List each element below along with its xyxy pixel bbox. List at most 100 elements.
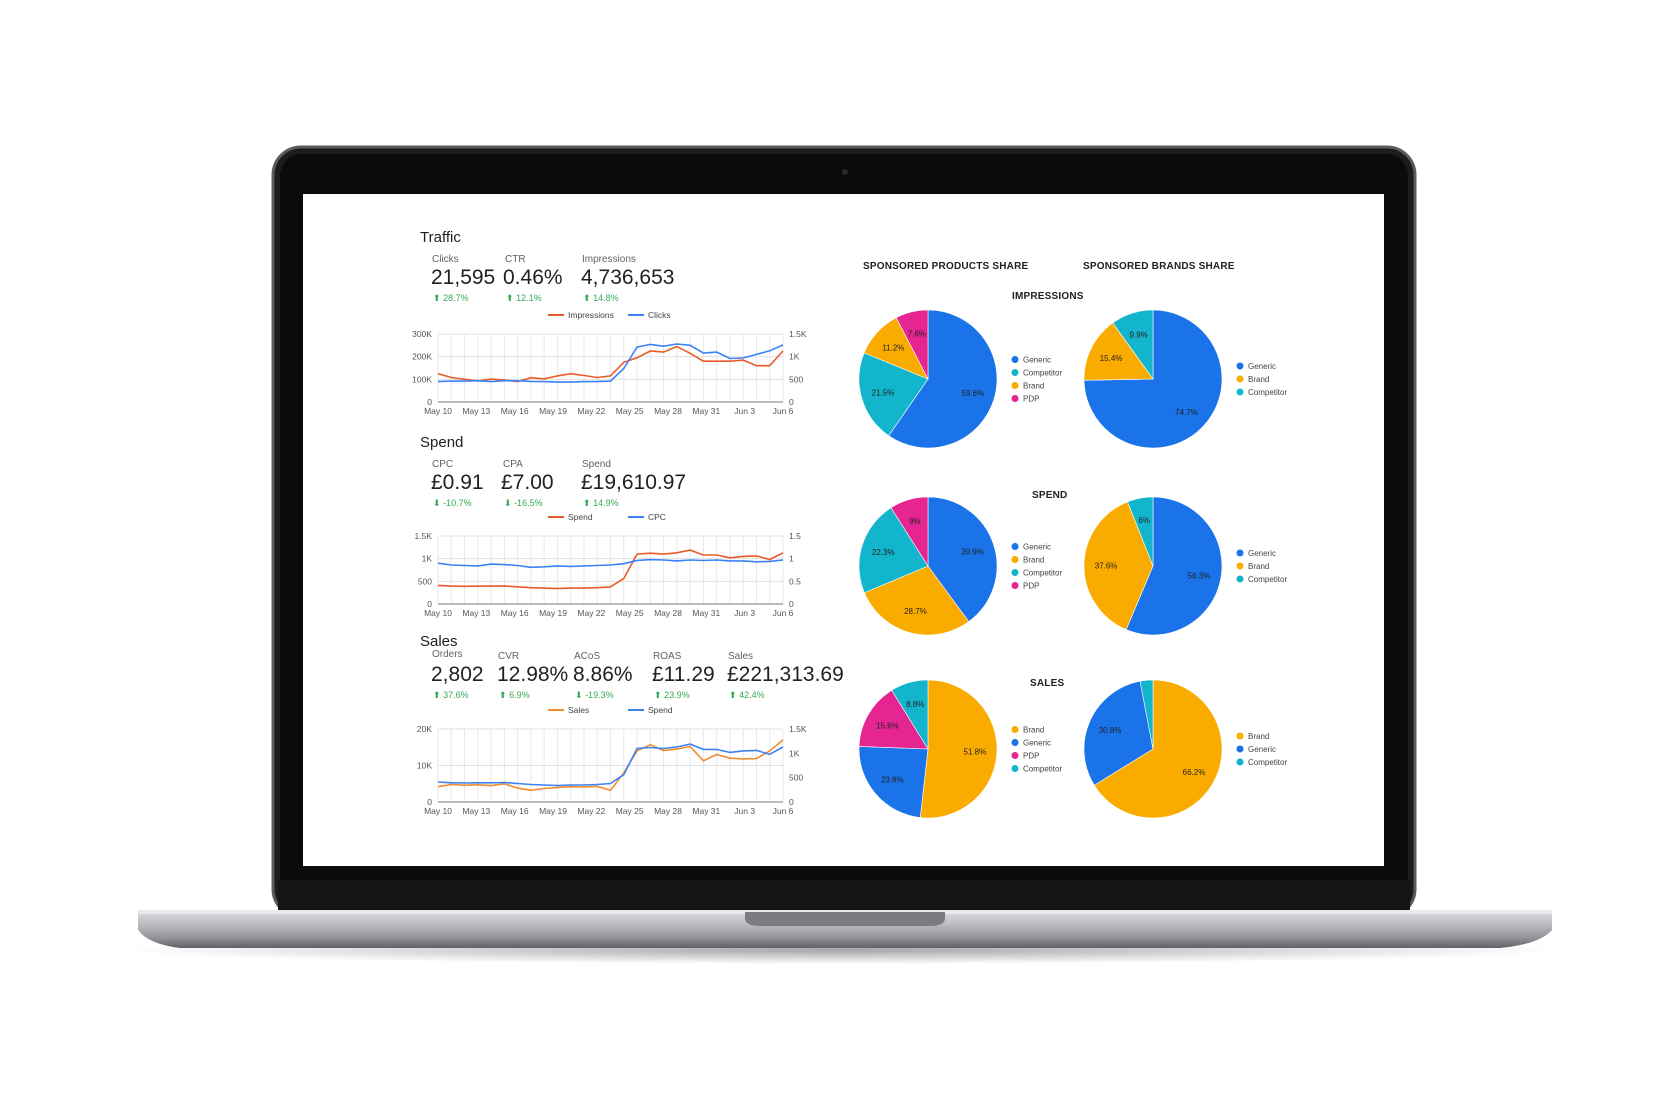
kpi-value: 2,802 [431, 663, 484, 686]
kpi-label: ROAS [653, 651, 682, 662]
legend-item: Generic [1011, 543, 1051, 552]
x-tick: May 10 [424, 806, 452, 816]
legend-label: Generic [1023, 543, 1051, 552]
y-tick-right: 0 [789, 397, 794, 407]
legend-label: Generic [1023, 356, 1051, 365]
x-tick: May 13 [462, 406, 490, 416]
legend-label: Competitor [1023, 569, 1062, 578]
legend-item: Impressions [548, 310, 614, 320]
pie-slice-competitor [1112, 309, 1154, 380]
y-tick-right: 500 [789, 773, 803, 783]
x-tick: May 28 [654, 608, 682, 618]
y-tick-left: 10K [417, 761, 432, 771]
legend-dot [1236, 375, 1244, 383]
kpi-label: Sales [728, 651, 754, 662]
legend-label: Clicks [648, 310, 671, 320]
series-line-cpc [437, 558, 784, 569]
dashboard-screen: Traffic Clicks 21,595 ⬆ 28.7% CTR 0.46% … [303, 194, 1384, 866]
x-tick: May 16 [501, 406, 529, 416]
legend-label: Competitor [1023, 765, 1062, 774]
spend-line-chart: Spend CPC 0 500 1K 1.5K 0 0.5 1 1.5 May 10 May 13 Ma… [415, 512, 802, 618]
pie-slice-competitor [858, 352, 929, 437]
legend-dot [1011, 765, 1019, 772]
legend-item: Brand [1011, 726, 1044, 735]
kpi-value: £0.91 [431, 471, 484, 494]
x-tick: May 31 [692, 608, 720, 618]
pie-slice-label: 9% [909, 517, 921, 526]
pie-slice-label: 66.2% [1183, 768, 1206, 777]
kpi-delta-value: -19.3% [585, 690, 614, 700]
legend-dot [1011, 569, 1019, 576]
impressions-header: IMPRESSIONS [1012, 291, 1084, 302]
pie-slice-label: 51.8% [964, 748, 987, 757]
x-tick: May 22 [577, 806, 605, 816]
arrow-up-icon: ⬆ [729, 690, 737, 700]
kpi-delta: ⬆ 6.9% [499, 690, 530, 701]
y-tick-right: 1.5 [789, 531, 801, 541]
kpi-delta: ⬆ 14.8% [583, 293, 619, 304]
sp-impressions-pie: 59.6% 21.5% 11.2% 7.6% Generic Competitor Bran… [858, 309, 1062, 449]
legend-label: Brand [1023, 726, 1044, 735]
sb-spend-pie: 56.3% 37.6% 6% Generic Brand Competitor [1083, 496, 1287, 636]
kpi-delta-value: 42.4% [739, 690, 765, 700]
legend-item: Competitor [1236, 388, 1287, 397]
kpi-value: £221,313.69 [727, 663, 844, 686]
legend-label: Competitor [1023, 369, 1062, 378]
kpi-delta: ⬇ -10.7% [433, 498, 472, 509]
legend-item: Competitor [1236, 575, 1287, 584]
y-tick-right: 1.5K [789, 329, 807, 339]
legend-item: Generic [1011, 356, 1051, 365]
y-tick-right: 1.5K [789, 724, 807, 734]
legend-label: Competitor [1248, 388, 1287, 397]
pie-slice-label: 59.6% [961, 389, 984, 398]
y-tick-right: 1K [789, 748, 800, 758]
x-tick: Jun 3 [734, 806, 755, 816]
pie-slice-label: 15.4% [1100, 354, 1123, 363]
legend-label: PDP [1023, 582, 1039, 591]
pie-slice-pdp [895, 309, 929, 380]
arrow-up-icon: ⬆ [433, 293, 441, 303]
x-tick: May 25 [616, 608, 644, 618]
x-tick: May 31 [692, 406, 720, 416]
legend-label: Brand [1023, 382, 1044, 391]
kpi-label: CVR [498, 651, 520, 662]
legend-dot [1236, 575, 1244, 583]
pie-slice-brand [1083, 322, 1154, 381]
sp-sales-pie: 51.8% 23.8% 15.6% 8.8% Brand Generic PDP Compet… [858, 679, 1062, 819]
sales-line-chart: Sales Spend 0 10K 20K 0 500 1K 1.5K May 10 May 13 M… [417, 705, 807, 816]
pie-slice-competitor [1139, 679, 1154, 750]
x-tick: May 16 [501, 608, 529, 618]
legend-item: Brand [1011, 556, 1044, 565]
x-tick: May 16 [501, 806, 529, 816]
pie-slice-generic [1083, 309, 1223, 449]
kpi-label: ACoS [574, 651, 601, 662]
pie-slice-brand [1083, 501, 1154, 630]
kpi-value: 8.86% [573, 663, 633, 686]
legend-item: PDP [1011, 752, 1039, 761]
legend-dot [1236, 562, 1244, 570]
pie-slice-label: 39.9% [961, 547, 984, 556]
legend-item: CPC [628, 512, 666, 522]
kpi-delta-value: 14.9% [593, 498, 619, 508]
legend-label: Spend [648, 705, 673, 715]
legend-item: Competitor [1011, 765, 1062, 774]
kpi-value: 12.98% [497, 663, 569, 686]
pie-slice-label: 6% [1138, 516, 1150, 525]
legend-label: Sales [568, 705, 589, 715]
legend-dot [1011, 356, 1019, 363]
legend-dot [1011, 395, 1019, 402]
pie-slice-generic [888, 309, 998, 449]
kpi-delta-value: 6.9% [509, 690, 530, 700]
kpi-delta-value: 12.1% [516, 293, 542, 303]
kpi-label: CTR [505, 254, 526, 265]
kpi-value: 4,736,653 [581, 266, 675, 289]
legend-label: PDP [1023, 752, 1039, 761]
pie-slice-label: 9.9% [1130, 330, 1148, 339]
legend-dot [1011, 382, 1019, 389]
kpi-label: Impressions [582, 254, 636, 265]
legend-item: Spend [548, 512, 593, 522]
kpi-delta: ⬆ 28.7% [433, 293, 469, 304]
legend-item: Sales [548, 705, 589, 715]
arrow-down-icon: ⬇ [575, 690, 583, 700]
x-tick: May 28 [654, 806, 682, 816]
